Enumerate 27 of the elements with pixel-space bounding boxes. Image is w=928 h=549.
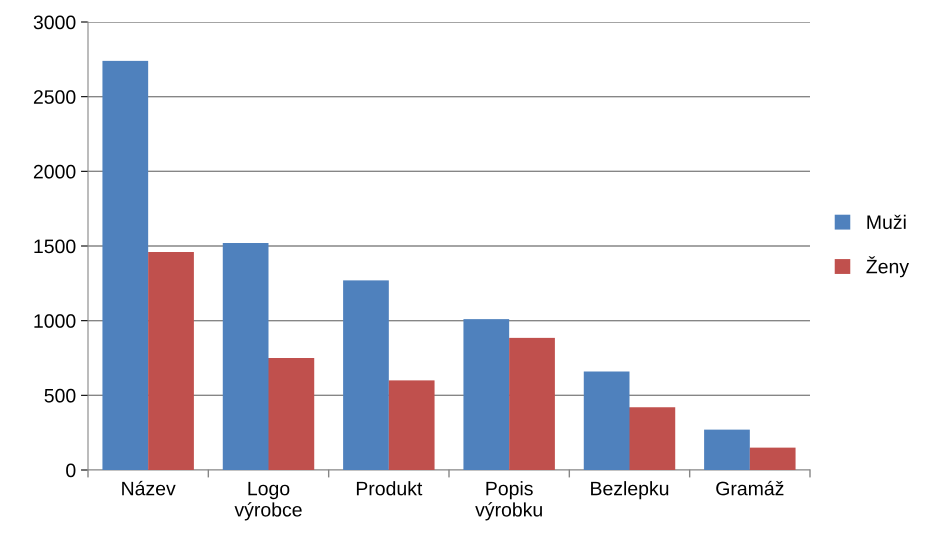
x-tick-label: Logo výrobce: [234, 482, 302, 520]
x-tick-label: Gramáž: [716, 480, 784, 496]
legend-label: Muži: [867, 214, 906, 230]
y-tick-label: 500: [44, 388, 76, 403]
y-tick-label: 3000: [34, 15, 76, 30]
bar: [750, 448, 796, 470]
x-tick-label: Produkt: [356, 481, 422, 496]
y-tick-label: 1000: [34, 314, 76, 328]
bar: [463, 319, 510, 470]
bar: [222, 243, 268, 470]
bar: [343, 280, 389, 470]
y-tick-label: 0: [66, 463, 76, 478]
y-tick-label: 2000: [34, 164, 76, 179]
y-tick-label: 1500: [34, 239, 76, 254]
x-tick-label: Bezlepku: [591, 481, 668, 500]
bar: [148, 252, 194, 470]
bar: [268, 358, 314, 470]
x-tick-label: Název: [122, 480, 176, 496]
bar: [630, 407, 676, 470]
x-tick-label: Popis výrobku: [475, 481, 542, 520]
bar: [509, 338, 555, 470]
legend-label: Ženy: [866, 256, 910, 278]
bar: [388, 380, 435, 470]
y-tick-label: 2500: [34, 90, 76, 104]
bar: [584, 371, 630, 470]
bar: [704, 430, 750, 470]
bar: [102, 60, 148, 470]
